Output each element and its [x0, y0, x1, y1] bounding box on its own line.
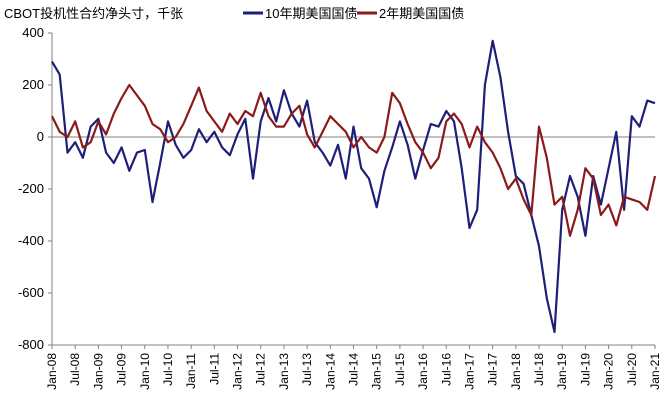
series-line-10y — [51, 39, 656, 334]
y-tick-label: -800 — [18, 337, 44, 352]
x-tick-label: Jul-19 — [578, 353, 592, 386]
x-tick-label: Jul-16 — [439, 353, 453, 386]
series-line-2y — [51, 83, 657, 237]
x-tick-label: Jan-11 — [184, 353, 198, 389]
x-tick-label: Jan-13 — [277, 353, 291, 390]
x-tick-label: Jul-13 — [300, 353, 314, 386]
y-tick-label: -200 — [18, 181, 44, 196]
x-tick-label: Jul-17 — [486, 353, 500, 386]
x-tick-label: Jul-14 — [347, 353, 361, 386]
x-tick-label: Jan-10 — [138, 353, 152, 390]
x-tick-label: Jan-09 — [91, 353, 105, 390]
x-tick-label: Jul-12 — [254, 353, 268, 386]
series-layer — [51, 39, 657, 334]
legend-label-2y: 2年期美国国债 — [379, 6, 464, 21]
x-tick-label: Jul-15 — [393, 353, 407, 386]
x-tick-label: Jan-15 — [370, 353, 384, 390]
y-tick-label: -600 — [18, 285, 44, 300]
x-tick-label: Jan-12 — [231, 353, 245, 390]
x-tick-label: Jul-09 — [115, 353, 129, 386]
x-tick-label: Jan-16 — [416, 353, 430, 390]
y-tick-label: -400 — [18, 233, 44, 248]
x-tick-label: Jan-14 — [323, 353, 337, 390]
x-tick-label: Jan-19 — [555, 353, 569, 390]
y-tick-label: 200 — [22, 77, 44, 92]
x-tick-label: Jan-21 — [648, 353, 662, 390]
x-axis: Jan-08 Jul-08 Jan-09 Jul-09 Jan-10 Jul-10 Jan-… — [45, 344, 662, 390]
x-tick-label: Jan-08 — [45, 353, 59, 390]
x-tick-label: Jul-08 — [68, 353, 82, 386]
chart-title: CBOT投机性合约净头寸，千张 — [4, 6, 183, 21]
legend-label-10y: 10年期美国国债 — [265, 6, 357, 21]
y-tick-label: 400 — [22, 25, 44, 40]
x-tick-label: Jul-20 — [625, 353, 639, 386]
y-axis: 400 200 0 -200 -400 -600 -800 — [18, 25, 53, 352]
x-tick-label: Jul-11 — [207, 353, 221, 385]
y-tick-label: 0 — [37, 129, 44, 144]
x-tick-label: Jul-18 — [532, 353, 546, 386]
x-tick-label: Jan-17 — [462, 353, 476, 390]
x-tick-label: Jan-20 — [602, 353, 616, 390]
legend: 10年期美国国债 2年期美国国债 — [243, 6, 464, 21]
x-tick-label: Jan-18 — [509, 353, 523, 390]
x-tick-label: Jul-10 — [161, 353, 175, 386]
